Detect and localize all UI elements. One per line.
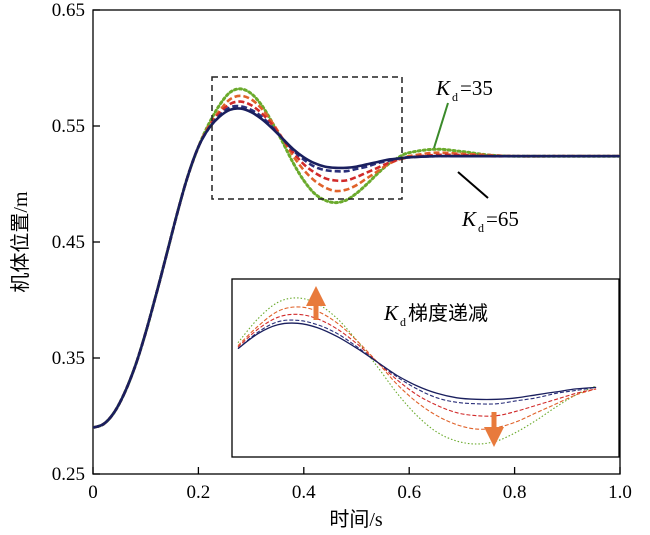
series-line-4 xyxy=(93,107,620,429)
annotation-kd35-k: K xyxy=(435,76,451,100)
y-tick-label: 0.45 xyxy=(52,232,85,253)
y-axis-ticks: 0.25 0.35 0.45 0.55 0.65 xyxy=(52,0,100,485)
annotation-kd35-sub: d xyxy=(452,90,458,104)
inset-series-line-2 xyxy=(237,313,597,417)
annotation-kd65-sub: d xyxy=(478,221,484,235)
zoom-region-box xyxy=(211,76,403,200)
inset-series-line-3 xyxy=(237,319,597,405)
inset-label-sub: d xyxy=(400,315,406,329)
x-tick-label: 0.8 xyxy=(503,482,527,503)
x-tick-label: 1.0 xyxy=(608,482,632,503)
y-tick-label: 0.65 xyxy=(52,0,85,21)
x-tick-label: 0 xyxy=(88,482,98,503)
inset-series-group xyxy=(237,297,597,445)
x-tick-label: 0.6 xyxy=(397,482,421,503)
annotation-kd65: K d =65 xyxy=(457,171,519,235)
inset-panel: K d 梯度递减 xyxy=(231,278,620,458)
annotation-kd35-leader xyxy=(433,102,449,149)
y-axis-label: 机体位置/m xyxy=(9,191,32,293)
inset-series-line-1 xyxy=(237,306,597,430)
y-tick-label: 0.25 xyxy=(52,464,85,485)
annotation-kd35: K d =35 xyxy=(433,76,493,149)
y-tick-label: 0.55 xyxy=(52,116,85,137)
inset-label-text: 梯度递减 xyxy=(408,302,488,325)
x-tick-label: 0.4 xyxy=(292,482,316,503)
x-axis-ticks: 0 0.2 0.4 0.6 0.8 1.0 xyxy=(88,467,632,503)
inset-label-k: K xyxy=(383,301,399,325)
series-group xyxy=(93,87,620,430)
annotation-kd65-value: =65 xyxy=(486,207,519,231)
annotation-kd65-k: K xyxy=(461,207,477,231)
x-axis-label: 时间/s xyxy=(329,508,383,531)
inset-frame xyxy=(231,278,620,458)
y-tick-label: 0.35 xyxy=(52,348,85,369)
inset-series-line-0 xyxy=(237,297,597,445)
x-tick-label: 0.2 xyxy=(187,482,211,503)
inset-series-line-4 xyxy=(237,322,597,401)
annotation-kd35-value: =35 xyxy=(460,76,493,100)
annotation-kd65-leader xyxy=(457,171,489,199)
